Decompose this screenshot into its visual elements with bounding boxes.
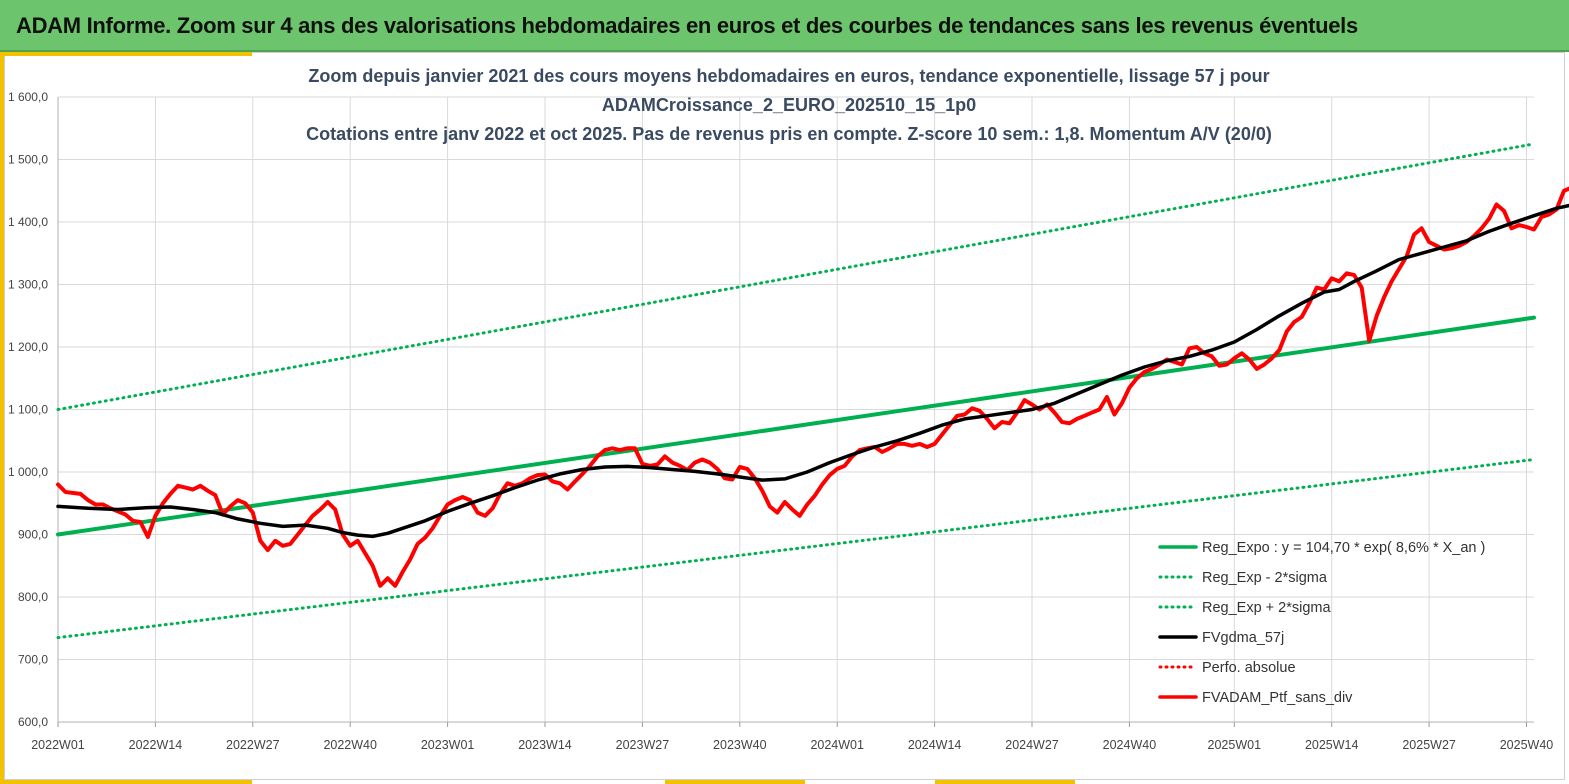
x-tick-label: 2025W01 bbox=[1208, 738, 1262, 752]
x-tick-label: 2025W40 bbox=[1500, 738, 1554, 752]
x-tick-label: 2024W14 bbox=[908, 738, 962, 752]
series-reg-expo-line bbox=[56, 315, 1536, 537]
accent-bar-bottom bbox=[935, 780, 1075, 784]
x-tick-label: 2022W14 bbox=[129, 738, 183, 752]
y-tick-label: 1 400,0 bbox=[8, 215, 48, 229]
y-tick-label: 1 500,0 bbox=[8, 153, 48, 167]
x-tick-label: 2025W14 bbox=[1305, 738, 1359, 752]
y-tick-label: 1 100,0 bbox=[8, 403, 48, 417]
series-fvadam-ptf-line bbox=[56, 186, 1569, 588]
chart-series bbox=[56, 142, 1569, 640]
y-tick-label: 600,0 bbox=[18, 715, 48, 729]
x-tick-label: 2022W40 bbox=[323, 738, 377, 752]
legend-entry-label: FVgdma_57j bbox=[1202, 630, 1284, 646]
chart-legend: Reg_Expo : y = 104,70 * exp( 8,6% * X_an… bbox=[1158, 540, 1485, 706]
chart-grid bbox=[57, 96, 1534, 723]
accent-bar-top bbox=[4, 52, 252, 56]
chart-frame bbox=[4, 52, 1565, 780]
chart-title-line: Cotations entre janv 2022 et oct 2025. P… bbox=[306, 124, 1272, 144]
y-tick-label: 1 200,0 bbox=[8, 340, 48, 354]
chart-title-line: ADAMCroissance_2_EURO_202510_15_1p0 bbox=[602, 95, 976, 115]
report-header: ADAM Informe. Zoom sur 4 ans des valoris… bbox=[0, 0, 1569, 52]
series-fvgdma-57j-line bbox=[56, 203, 1569, 539]
legend-entry-label: FVADAM_Ptf_sans_div bbox=[1202, 690, 1353, 706]
chart-title: Zoom depuis janvier 2021 des cours moyen… bbox=[306, 66, 1272, 144]
legend-entry-label: Perfo. absolue bbox=[1202, 660, 1296, 676]
x-tick-label: 2023W27 bbox=[616, 738, 670, 752]
x-tick-label: 2022W27 bbox=[226, 738, 280, 752]
x-tick-label: 2025W27 bbox=[1402, 738, 1456, 752]
accent-bar-left bbox=[0, 52, 4, 784]
y-tick-label: 700,0 bbox=[18, 653, 48, 667]
accent-bar-bottom bbox=[665, 780, 805, 784]
x-tick-label: 2024W40 bbox=[1103, 738, 1157, 752]
y-tick-label: 900,0 bbox=[18, 528, 48, 542]
legend-entry-label: Reg_Exp - 2*sigma bbox=[1202, 570, 1328, 586]
x-tick-label: 2024W27 bbox=[1005, 738, 1059, 752]
x-tick-label: 2023W01 bbox=[421, 738, 475, 752]
y-tick-label: 800,0 bbox=[18, 590, 48, 604]
x-tick-label: 2024W01 bbox=[810, 738, 864, 752]
y-tick-label: 1 600,0 bbox=[8, 90, 48, 104]
chart-title-line: Zoom depuis janvier 2021 des cours moyen… bbox=[308, 66, 1269, 86]
x-tick-label: 2023W14 bbox=[518, 738, 572, 752]
y-tick-label: 1 000,0 bbox=[8, 465, 48, 479]
series-reg-exp-minus-2sigma-line bbox=[56, 458, 1536, 640]
x-tick-label: 2023W40 bbox=[713, 738, 767, 752]
chart-axes: 600,0 700,0 800,0 900,0 1 000,0 1 100,0 1 200,… bbox=[8, 90, 1553, 752]
y-tick-label: 1 300,0 bbox=[8, 278, 48, 292]
accent-bar-bottom bbox=[4, 780, 252, 784]
series-reg-exp-plus-2sigma-line bbox=[56, 142, 1536, 411]
x-tick-label: 2022W01 bbox=[31, 738, 85, 752]
report-title: ADAM Informe. Zoom sur 4 ans des valoris… bbox=[16, 13, 1358, 38]
legend-entry-label: Reg_Exp + 2*sigma bbox=[1202, 600, 1331, 616]
legend-entry-label: Reg_Expo : y = 104,70 * exp( 8,6% * X_an… bbox=[1202, 540, 1485, 556]
